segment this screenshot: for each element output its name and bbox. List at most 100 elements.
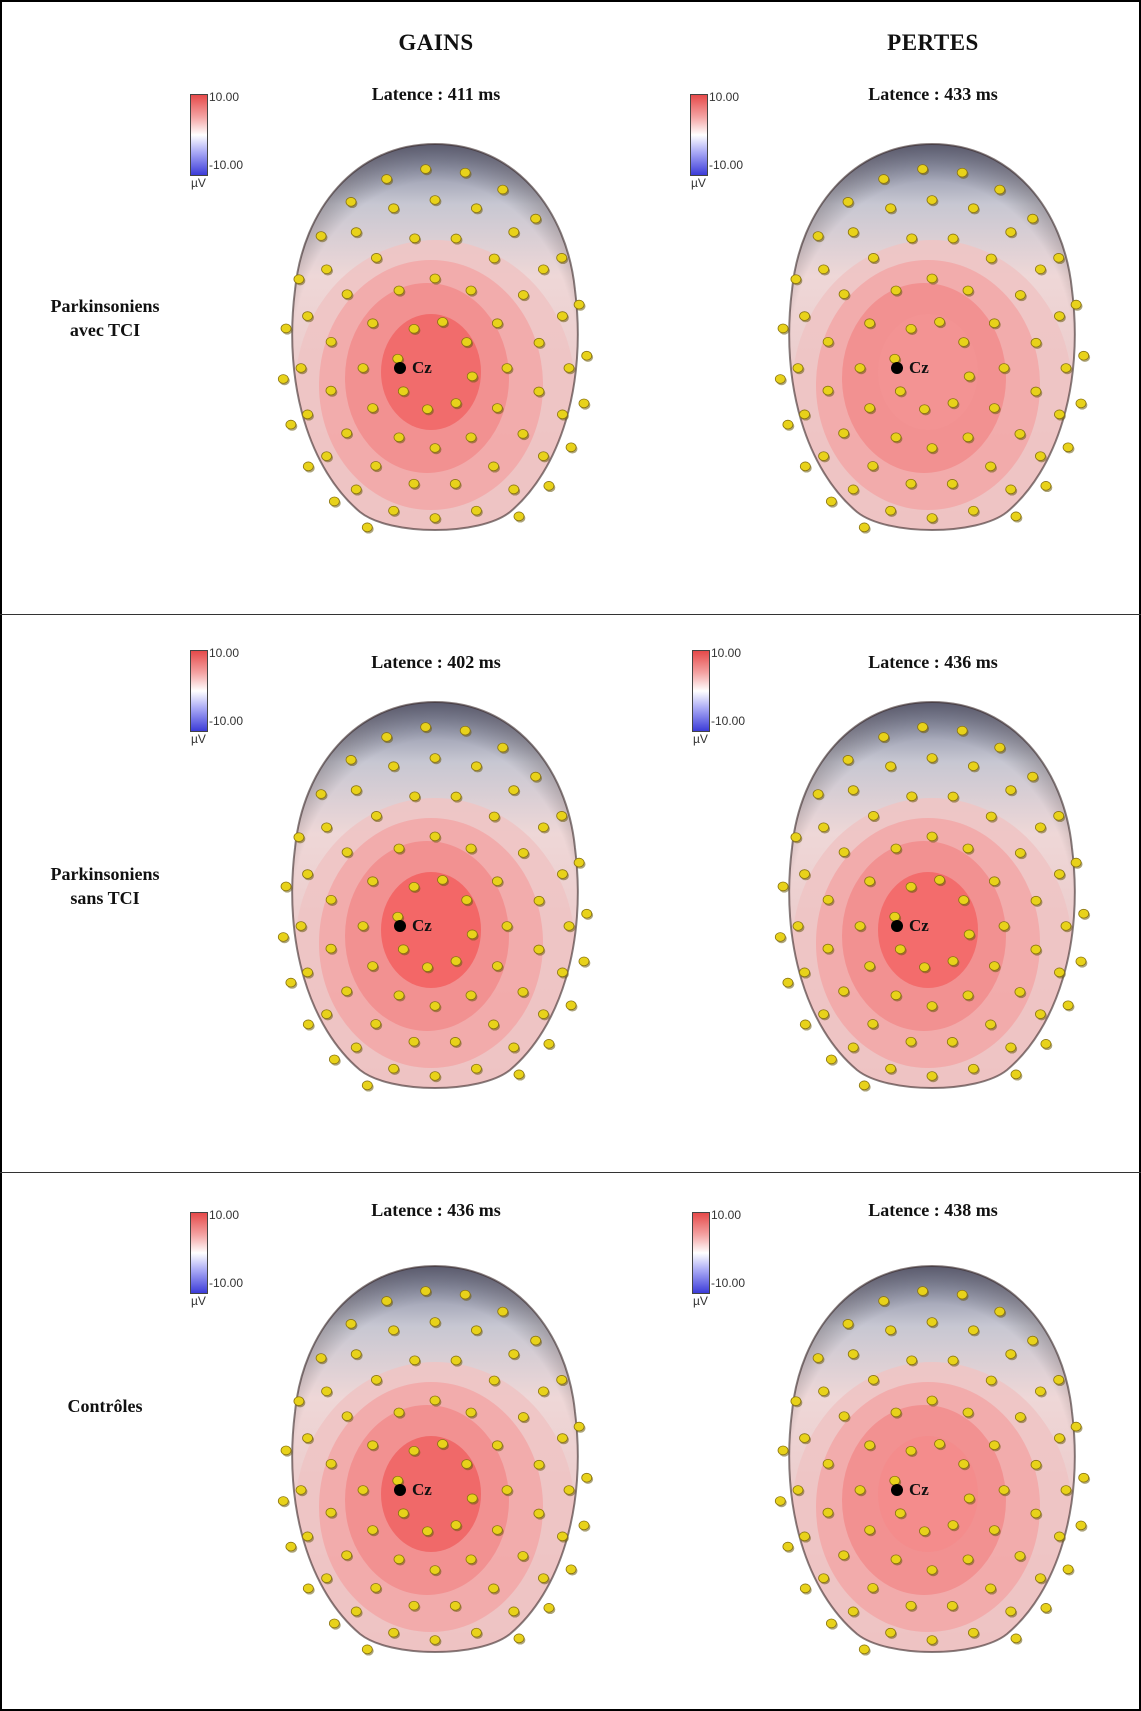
cz-electrode xyxy=(891,920,903,932)
electrode xyxy=(985,253,997,264)
electrode xyxy=(508,484,520,495)
electrode xyxy=(958,895,970,905)
electrode xyxy=(397,386,409,397)
electrode xyxy=(858,1080,870,1091)
electrode xyxy=(302,1531,313,1542)
electrode xyxy=(1053,253,1065,263)
electrode xyxy=(381,174,393,184)
electrode xyxy=(437,1439,448,1449)
electrode xyxy=(1010,1069,1022,1080)
electrode xyxy=(393,843,405,854)
electrode xyxy=(429,1635,441,1645)
cz-label: Cz xyxy=(412,916,432,935)
latency-label: Latence : 411 ms xyxy=(371,84,501,104)
electrode xyxy=(361,1080,373,1091)
electrode xyxy=(450,1355,462,1366)
row-divider xyxy=(0,614,1141,615)
electrode xyxy=(556,811,568,821)
electrode xyxy=(1005,1042,1017,1053)
electrode xyxy=(962,1407,974,1418)
electrode xyxy=(465,432,477,443)
electrode xyxy=(1030,1459,1042,1470)
electrode xyxy=(782,419,794,430)
electrode xyxy=(963,371,975,382)
electrode xyxy=(367,403,379,413)
electrode xyxy=(864,403,876,413)
electrode xyxy=(341,986,353,996)
electrode xyxy=(408,1445,420,1456)
cz-label: Cz xyxy=(909,358,929,377)
electrode xyxy=(822,894,834,905)
electrode xyxy=(371,1375,382,1385)
electrode xyxy=(842,755,854,765)
electrode xyxy=(1027,213,1039,224)
electrode xyxy=(890,432,902,443)
electrode xyxy=(408,881,420,892)
electrode xyxy=(946,1037,958,1047)
electrode xyxy=(565,1564,577,1575)
electrode xyxy=(1030,386,1042,397)
electrode xyxy=(1070,1421,1082,1432)
electrode xyxy=(988,318,1000,329)
electrode xyxy=(1035,822,1046,833)
electrode xyxy=(325,336,337,347)
cz-label: Cz xyxy=(412,358,432,377)
electrode xyxy=(465,990,477,1001)
electrode xyxy=(397,944,409,955)
electrode xyxy=(1075,956,1087,967)
electrode xyxy=(947,791,959,802)
electrode xyxy=(533,895,545,906)
electrode xyxy=(885,505,896,516)
electrode xyxy=(388,1063,399,1074)
electrode xyxy=(988,1440,1000,1451)
electrode xyxy=(573,299,585,310)
electrode xyxy=(367,1440,379,1451)
electrode xyxy=(345,1319,357,1329)
electrode xyxy=(302,409,313,420)
electrode xyxy=(581,1472,593,1483)
electrode xyxy=(985,461,996,472)
electrode xyxy=(799,869,810,879)
electrode xyxy=(1054,311,1065,321)
electrode xyxy=(459,1289,471,1300)
electrode xyxy=(818,1386,829,1397)
scalp-map-head: Cz xyxy=(774,142,1091,534)
electrode xyxy=(905,478,917,489)
electrode xyxy=(889,1475,901,1486)
electrode xyxy=(818,264,829,275)
electrode xyxy=(868,253,879,263)
electrode xyxy=(782,977,794,988)
electrode xyxy=(1054,967,1065,978)
electrode xyxy=(1035,264,1046,275)
electrode xyxy=(388,505,399,516)
electrode xyxy=(905,1445,917,1456)
electrode xyxy=(466,371,478,382)
electrode xyxy=(517,1551,529,1561)
electrode xyxy=(302,461,314,472)
electrode xyxy=(867,461,879,471)
electrode xyxy=(315,789,327,799)
electrode xyxy=(838,289,850,299)
row-divider xyxy=(0,1172,1141,1173)
electrode xyxy=(864,1525,876,1535)
electrode xyxy=(302,1433,313,1443)
electrode xyxy=(557,409,568,420)
electrode xyxy=(429,753,441,763)
electrode xyxy=(293,832,305,842)
electrode xyxy=(854,363,866,373)
electrode xyxy=(956,725,968,736)
electrode xyxy=(1078,908,1090,919)
electrode xyxy=(842,1319,854,1329)
electrode xyxy=(1070,299,1082,310)
electrode xyxy=(563,363,575,373)
electrode xyxy=(790,274,802,284)
electrode xyxy=(508,227,520,237)
electrode xyxy=(341,428,353,438)
electrode xyxy=(491,1440,503,1451)
electrode xyxy=(777,323,789,334)
scalp-map-head: Cz xyxy=(277,1264,594,1656)
electrode xyxy=(890,990,902,1001)
electrode xyxy=(885,1325,896,1336)
colorbar: 10.00 -10.00 µV xyxy=(190,1208,250,1312)
colorbar-max-label: 10.00 xyxy=(711,646,742,660)
